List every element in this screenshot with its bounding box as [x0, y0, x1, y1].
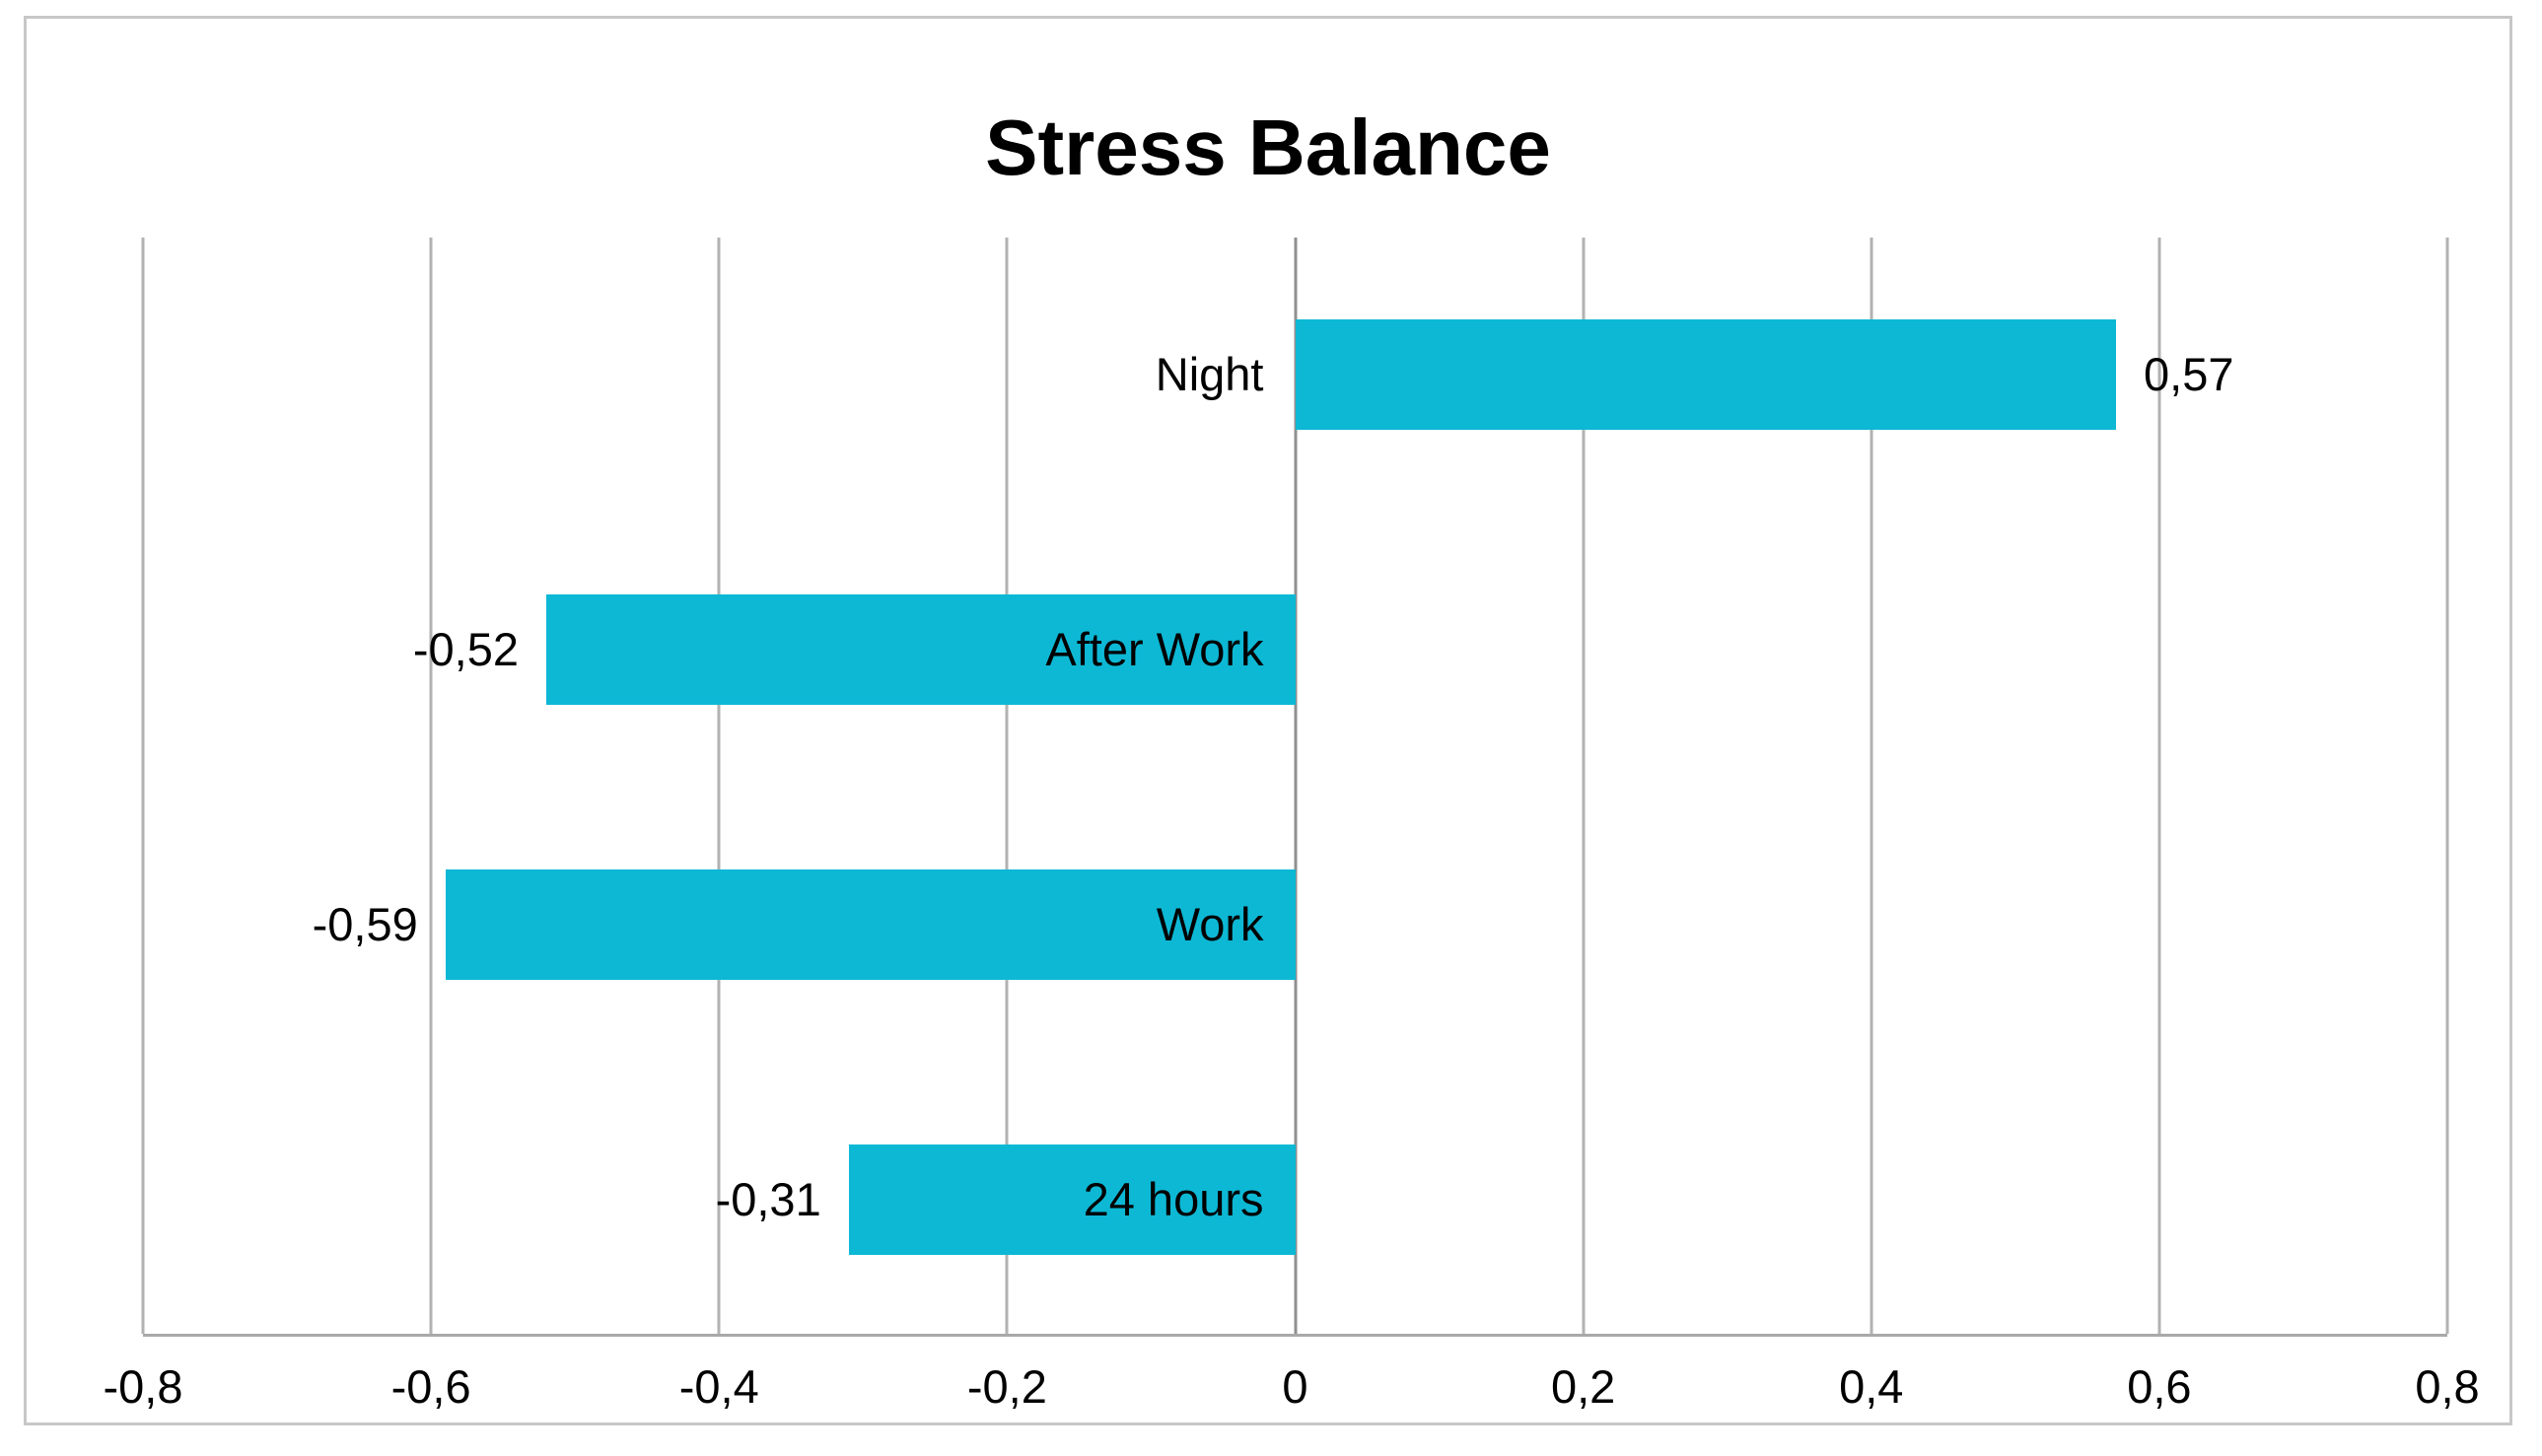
- chart-frame: Stress Balance Night 0,57 After Work -0,52 W…: [24, 16, 2512, 1425]
- x-tick-label--0,8: -0,8: [103, 1360, 183, 1413]
- x-tick-label-0,4: 0,4: [1839, 1360, 1904, 1413]
- category-label-24-hours: 24 hours: [1083, 1172, 1264, 1225]
- plot-area: Night 0,57 After Work -0,52 Work -0,59 24 hour…: [141, 238, 2449, 1337]
- chart-title: Stress Balance: [985, 104, 1551, 191]
- bar-after-work: [545, 594, 1296, 706]
- category-label-after-work: After Work: [1045, 623, 1264, 676]
- gridline-0,2: [1582, 238, 1586, 1334]
- bar-row-work: Work -0,59: [143, 788, 2447, 1063]
- bar-24-hours: [848, 1144, 1296, 1255]
- gridline--0,6: [429, 238, 433, 1334]
- x-tick-label--0,4: -0,4: [678, 1360, 759, 1413]
- x-tick-label--0,6: -0,6: [390, 1360, 471, 1413]
- x-tick-label-0,6: 0,6: [2127, 1360, 2192, 1413]
- x-tick-label-0,2: 0,2: [1550, 1360, 1616, 1413]
- bar-night: [1295, 319, 2117, 431]
- x-tick-label-0,8: 0,8: [2415, 1360, 2480, 1413]
- value-label-24-hours: -0,31: [715, 1172, 821, 1225]
- zero-axis-line: [1294, 238, 1297, 1334]
- bar-row-after-work: After Work -0,52: [143, 513, 2447, 788]
- bar-row-night: Night 0,57: [143, 238, 2447, 513]
- x-tick-label-0: 0: [1282, 1360, 1308, 1413]
- bar-row-24-hours: 24 hours -0,31: [143, 1062, 2447, 1337]
- category-label-work: Work: [1156, 897, 1264, 950]
- gridline--0,4: [717, 238, 721, 1334]
- category-label-night: Night: [1155, 348, 1264, 401]
- gridline--0,2: [1005, 238, 1009, 1334]
- gridline-0,4: [1870, 238, 1873, 1334]
- gridline-0,6: [2157, 238, 2161, 1334]
- gridline-0,8: [2445, 238, 2449, 1334]
- x-axis-tick-labels: -0,8 -0,6 -0,4 -0,2 0 0,2 0,4 0,6 0,8: [104, 1359, 2480, 1419]
- gridline--0,8: [141, 238, 145, 1334]
- value-label-work: -0,59: [312, 897, 418, 950]
- value-label-after-work: -0,52: [412, 623, 519, 676]
- x-tick-label--0,2: -0,2: [966, 1360, 1047, 1413]
- bar-work: [445, 868, 1296, 980]
- value-label-night: 0,57: [2144, 348, 2234, 401]
